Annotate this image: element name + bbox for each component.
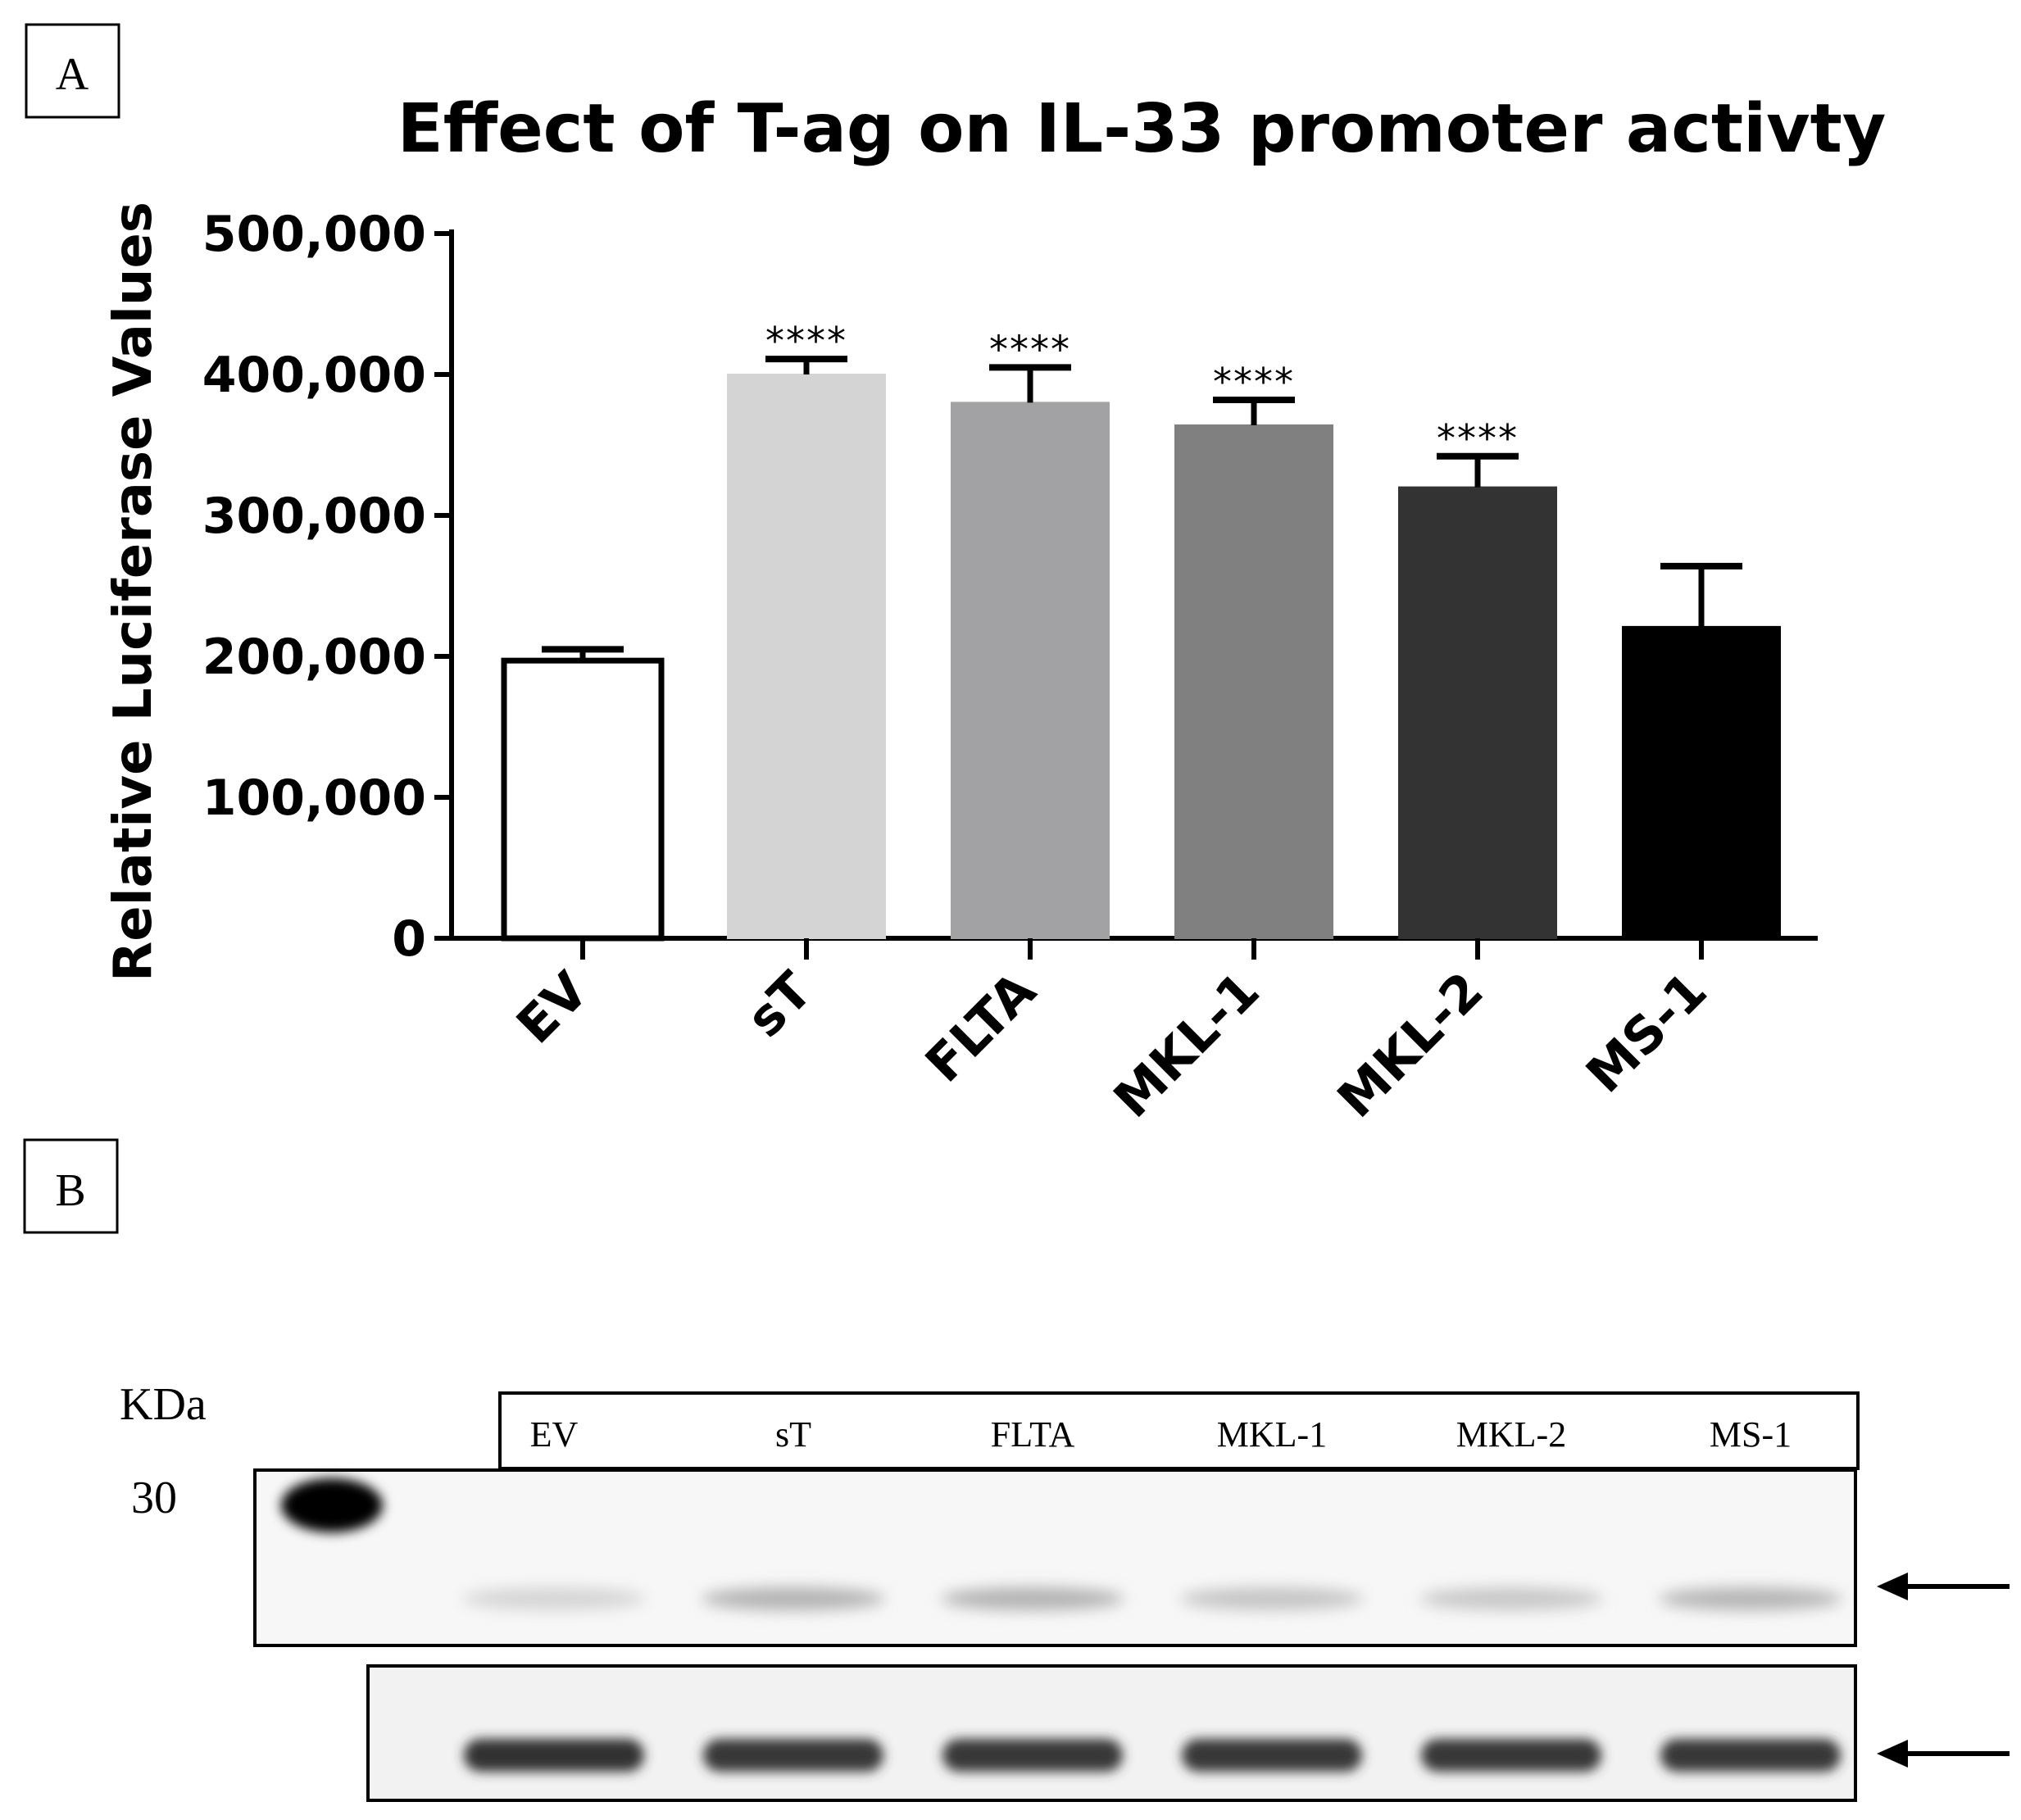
blot-bottom-panel bbox=[366, 1664, 1857, 1802]
error-bar-flta bbox=[989, 364, 1071, 403]
y-tick-label: 200,000 bbox=[202, 629, 426, 686]
x-tick-label-st: sT bbox=[735, 960, 824, 1049]
y-tick-label: 0 bbox=[392, 910, 426, 968]
band-top-flta bbox=[941, 1587, 1124, 1610]
lane-labels: EV sT FLTA MKL-1 MKL-2 MS-1 bbox=[530, 1414, 1792, 1455]
significance-flta: **** bbox=[989, 327, 1071, 371]
bar-ms-1 bbox=[1622, 625, 1781, 939]
band-top-ev bbox=[462, 1587, 646, 1610]
significance-st: **** bbox=[765, 319, 847, 363]
band-top-ms-1 bbox=[1659, 1587, 1842, 1610]
x-ticks: EV sT FLTA MKL-1 MKL-2 MS-1 bbox=[505, 938, 1719, 1129]
kda-label: KDa bbox=[120, 1379, 207, 1430]
error-bar-mkl-1 bbox=[1213, 396, 1295, 425]
bars bbox=[501, 374, 1781, 942]
lane-label-flta: FLTA bbox=[991, 1414, 1075, 1455]
band-bottom-ms-1 bbox=[1660, 1739, 1841, 1772]
lane-label-ms-1: MS-1 bbox=[1710, 1414, 1792, 1455]
y-tick-label: 400,000 bbox=[202, 347, 426, 404]
bottom-bands bbox=[464, 1739, 1841, 1772]
bar-st bbox=[727, 374, 886, 939]
chart-title: Effect of T-ag on IL-33 promoter activty bbox=[397, 90, 1887, 168]
top-bands bbox=[462, 1587, 1842, 1610]
panel-label-a: A bbox=[25, 23, 120, 119]
significance-mkl-1: **** bbox=[1213, 360, 1295, 404]
band-bottom-st bbox=[703, 1739, 883, 1772]
lane-label-box bbox=[498, 1391, 1860, 1470]
error-bar-mkl-2 bbox=[1437, 452, 1519, 488]
panel-label-a-text: A bbox=[56, 49, 89, 100]
band-top-mkl-2 bbox=[1419, 1587, 1603, 1610]
y-ticks: 0 100,000 200,000 300,000 400,000 500,000 bbox=[202, 206, 452, 968]
panel-label-b-text: B bbox=[55, 1165, 85, 1216]
x-tick-label-mkl-1: MKL-1 bbox=[1102, 960, 1271, 1129]
marker-30-label: 30 bbox=[131, 1473, 177, 1523]
significance-markers: **** **** **** **** bbox=[765, 319, 1519, 461]
lane-label-st: sT bbox=[775, 1414, 811, 1455]
band-bottom-flta bbox=[942, 1739, 1123, 1772]
y-tick-label: 100,000 bbox=[202, 769, 426, 827]
bar-flta bbox=[951, 402, 1110, 939]
x-tick-label-mkl-2: MKL-2 bbox=[1326, 960, 1495, 1129]
x-tick-label-flta: FLTA bbox=[914, 960, 1047, 1094]
panel-label-b: B bbox=[23, 1138, 119, 1234]
band-top-mkl-1 bbox=[1180, 1587, 1364, 1610]
y-axis-label: Relative Luciferase Values bbox=[103, 202, 164, 982]
bar-mkl-1 bbox=[1174, 424, 1333, 939]
significance-mkl-2: **** bbox=[1437, 416, 1519, 461]
error-bar-ms-1 bbox=[1660, 562, 1742, 627]
band-bottom-mkl-1 bbox=[1182, 1739, 1362, 1772]
ladder-band-30kda bbox=[281, 1478, 383, 1532]
lane-label-mkl-1: MKL-1 bbox=[1217, 1414, 1327, 1455]
error-bars bbox=[542, 356, 1742, 661]
band-bottom-ev bbox=[464, 1739, 644, 1772]
x-tick-label-ms-1: MS-1 bbox=[1574, 960, 1719, 1105]
bar-mkl-2 bbox=[1398, 486, 1557, 939]
band-top-st bbox=[702, 1587, 885, 1610]
bar-ev bbox=[501, 657, 665, 942]
band-bottom-mkl-2 bbox=[1421, 1739, 1601, 1772]
y-tick-label: 300,000 bbox=[202, 488, 426, 545]
blot-top-panel bbox=[253, 1468, 1857, 1647]
lane-label-ev: EV bbox=[530, 1414, 579, 1455]
y-tick-label: 500,000 bbox=[202, 206, 426, 263]
lane-label-mkl-2: MKL-2 bbox=[1456, 1414, 1566, 1455]
x-tick-label-ev: EV bbox=[505, 960, 600, 1055]
arrow-top-band bbox=[1877, 1573, 2010, 1600]
error-bar-st bbox=[765, 356, 847, 374]
error-bar-ev bbox=[542, 646, 624, 661]
arrow-bottom-band bbox=[1877, 1740, 2010, 1768]
